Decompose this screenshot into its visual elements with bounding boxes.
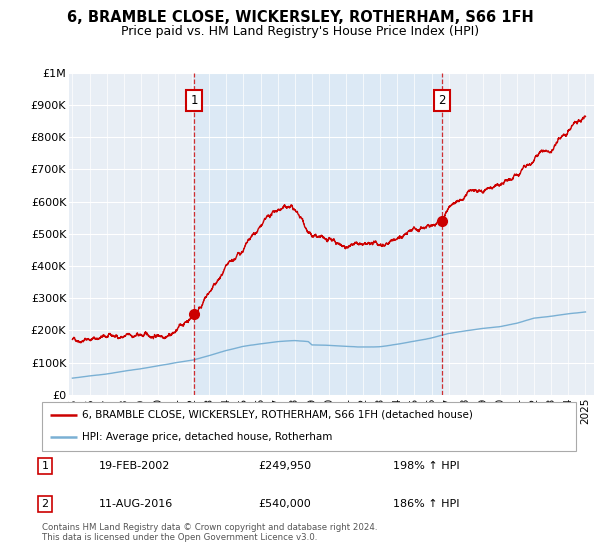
Text: 1: 1 [190,94,198,106]
FancyBboxPatch shape [42,402,576,451]
Text: 1: 1 [41,461,49,471]
Text: HPI: Average price, detached house, Rotherham: HPI: Average price, detached house, Roth… [82,432,332,442]
Text: 6, BRAMBLE CLOSE, WICKERSLEY, ROTHERHAM, S66 1FH: 6, BRAMBLE CLOSE, WICKERSLEY, ROTHERHAM,… [67,10,533,25]
Text: Price paid vs. HM Land Registry's House Price Index (HPI): Price paid vs. HM Land Registry's House … [121,25,479,38]
Text: 2: 2 [439,94,446,106]
Text: £540,000: £540,000 [258,499,311,509]
Bar [194,73,442,395]
Text: 2: 2 [41,499,49,509]
Text: 11-AUG-2016: 11-AUG-2016 [99,499,173,509]
Text: 6, BRAMBLE CLOSE, WICKERSLEY, ROTHERHAM, S66 1FH (detached house): 6, BRAMBLE CLOSE, WICKERSLEY, ROTHERHAM,… [82,410,473,420]
Text: 186% ↑ HPI: 186% ↑ HPI [393,499,460,509]
Text: 19-FEB-2002: 19-FEB-2002 [99,461,170,471]
Text: £249,950: £249,950 [258,461,311,471]
Text: 198% ↑ HPI: 198% ↑ HPI [393,461,460,471]
Text: Contains HM Land Registry data © Crown copyright and database right 2024.
This d: Contains HM Land Registry data © Crown c… [42,523,377,543]
